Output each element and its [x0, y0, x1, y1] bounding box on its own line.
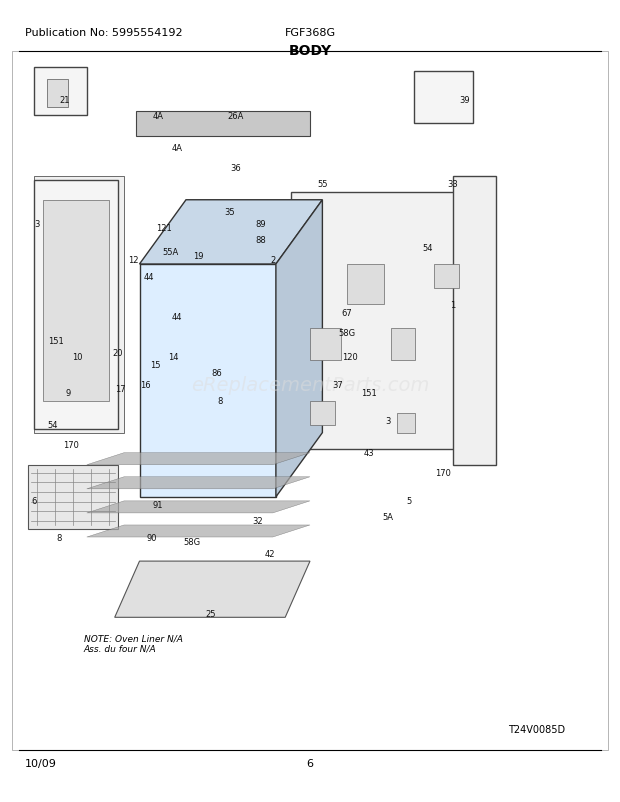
- Text: BODY: BODY: [288, 44, 332, 58]
- Bar: [397, 413, 415, 433]
- Polygon shape: [28, 465, 118, 529]
- Text: 33: 33: [447, 180, 458, 189]
- Text: 151: 151: [361, 388, 377, 398]
- Polygon shape: [276, 200, 322, 497]
- Polygon shape: [140, 200, 322, 265]
- Text: 44: 44: [144, 272, 154, 282]
- Text: 5A: 5A: [382, 512, 393, 522]
- Text: 10/09: 10/09: [25, 758, 56, 768]
- Text: 170: 170: [63, 440, 79, 450]
- Text: 86: 86: [211, 368, 223, 378]
- Text: eReplacementParts.com: eReplacementParts.com: [191, 375, 429, 395]
- Bar: [310, 401, 335, 425]
- Text: 16: 16: [140, 380, 151, 390]
- Text: 151: 151: [48, 336, 64, 346]
- Text: 37: 37: [332, 380, 343, 390]
- Text: 32: 32: [252, 516, 263, 526]
- Text: 35: 35: [224, 208, 235, 217]
- Text: 42: 42: [265, 549, 275, 558]
- Text: 58G: 58G: [339, 328, 356, 338]
- Polygon shape: [285, 200, 471, 441]
- Text: 43: 43: [363, 448, 374, 458]
- Text: 88: 88: [255, 236, 266, 245]
- Text: 90: 90: [147, 533, 157, 542]
- Bar: [46, 80, 68, 108]
- Text: 170: 170: [435, 468, 451, 478]
- Text: 36: 36: [230, 164, 241, 173]
- Text: 91: 91: [153, 500, 163, 510]
- Polygon shape: [87, 501, 310, 513]
- Text: 44: 44: [172, 312, 182, 322]
- Text: 6: 6: [32, 496, 37, 506]
- Bar: [347, 265, 384, 305]
- Text: 39: 39: [459, 95, 471, 105]
- Polygon shape: [87, 477, 310, 489]
- Polygon shape: [87, 525, 310, 537]
- Text: 2: 2: [270, 256, 275, 265]
- Bar: [434, 265, 459, 289]
- Text: 54: 54: [423, 244, 433, 253]
- Text: 19: 19: [193, 252, 203, 261]
- Text: 17: 17: [115, 384, 126, 394]
- Text: 6: 6: [306, 758, 314, 768]
- Text: 8: 8: [56, 533, 61, 542]
- Text: 9: 9: [66, 388, 71, 398]
- Text: 55A: 55A: [162, 248, 179, 257]
- Text: 120: 120: [342, 352, 358, 362]
- Polygon shape: [115, 561, 310, 618]
- Text: 58G: 58G: [184, 537, 201, 546]
- Polygon shape: [453, 176, 496, 465]
- Text: 5: 5: [407, 496, 412, 506]
- Bar: [310, 329, 341, 361]
- Bar: [414, 72, 473, 124]
- Polygon shape: [34, 176, 124, 433]
- Text: 21: 21: [60, 95, 70, 105]
- Text: 10: 10: [73, 352, 82, 362]
- Polygon shape: [136, 112, 310, 136]
- Text: 121: 121: [156, 224, 172, 233]
- Text: 3: 3: [35, 220, 40, 229]
- Text: 15: 15: [150, 360, 160, 370]
- Text: 1: 1: [450, 300, 455, 310]
- Text: 4A: 4A: [153, 111, 164, 121]
- Text: 4A: 4A: [171, 144, 182, 153]
- Polygon shape: [140, 265, 276, 497]
- Text: 14: 14: [169, 352, 179, 362]
- Text: T24V0085D: T24V0085D: [508, 724, 565, 734]
- Text: 20: 20: [113, 348, 123, 358]
- Bar: [12, 52, 608, 750]
- Polygon shape: [291, 192, 477, 449]
- Text: 67: 67: [342, 308, 353, 318]
- Bar: [34, 68, 87, 116]
- Bar: [391, 329, 415, 361]
- Text: 89: 89: [255, 220, 266, 229]
- Text: 8: 8: [218, 396, 223, 406]
- Text: 54: 54: [48, 420, 58, 430]
- Text: 25: 25: [206, 609, 216, 618]
- Polygon shape: [43, 200, 108, 401]
- Text: NOTE: Oven Liner N/A
Ass. du four N/A: NOTE: Oven Liner N/A Ass. du four N/A: [84, 634, 182, 653]
- Text: 55: 55: [317, 180, 327, 189]
- Text: FGF368G: FGF368G: [285, 28, 335, 38]
- Text: 26A: 26A: [228, 111, 244, 121]
- Text: Publication No: 5995554192: Publication No: 5995554192: [25, 28, 182, 38]
- Text: 12: 12: [128, 256, 138, 265]
- Text: 3: 3: [385, 416, 390, 426]
- Polygon shape: [87, 453, 310, 465]
- Polygon shape: [34, 180, 118, 429]
